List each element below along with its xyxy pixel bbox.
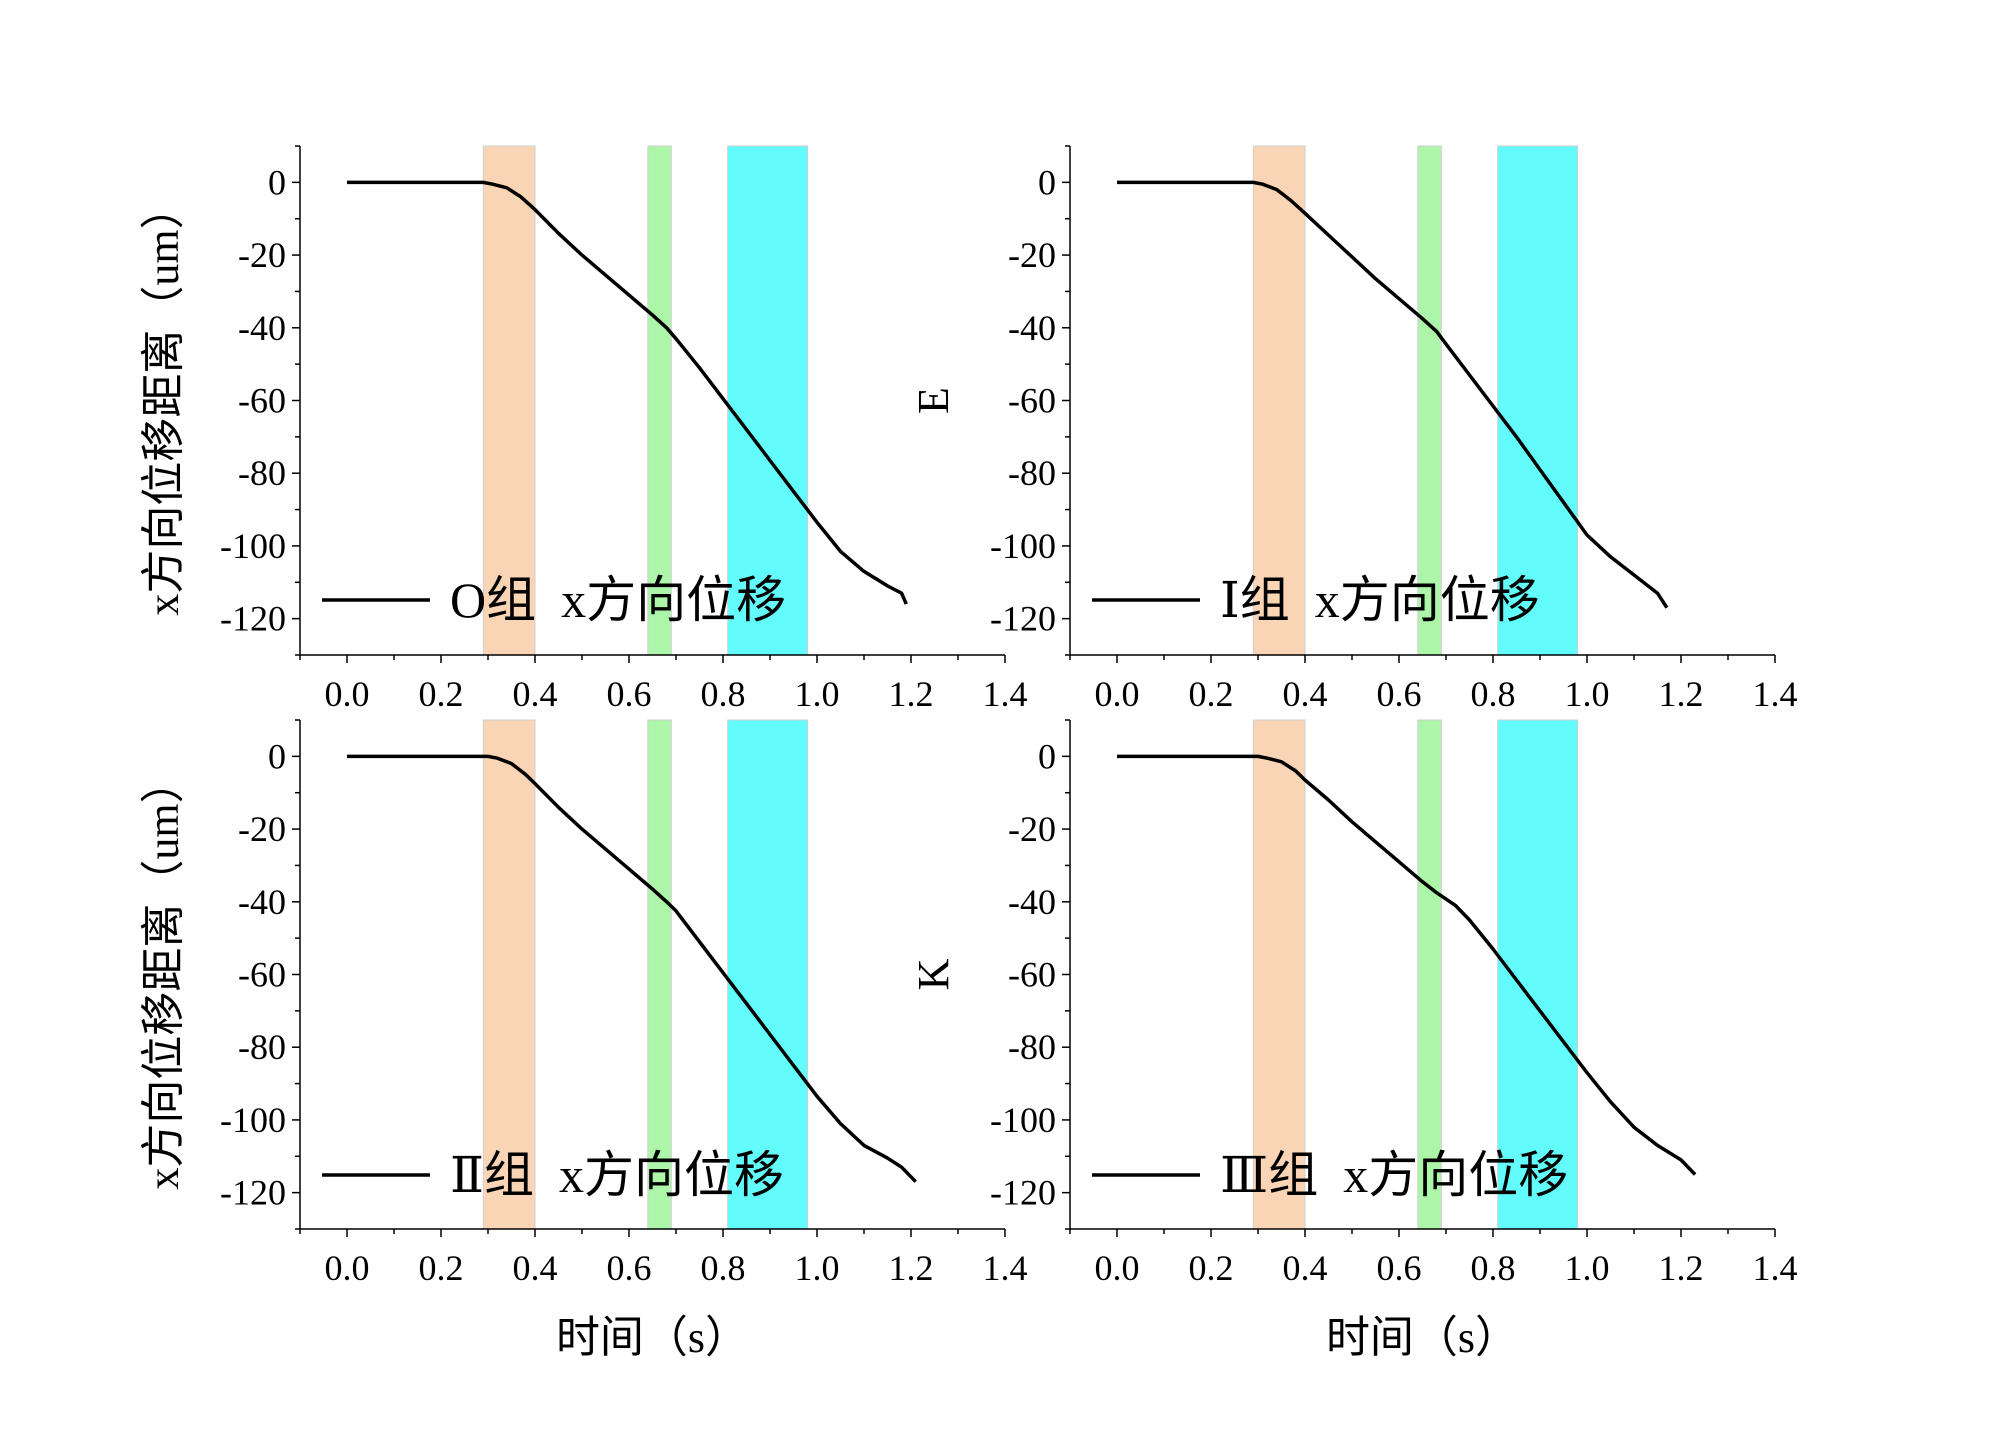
y-axis-title: K [909, 958, 958, 990]
series-line-1 [347, 754, 917, 1183]
x-tick-label: 1.0 [795, 1248, 840, 1288]
series-line-1 [1117, 754, 1697, 1176]
x-tick-label: 0.6 [607, 674, 652, 714]
y-tick-label: -40 [1008, 882, 1056, 922]
x-tick-label: 0.2 [419, 674, 464, 714]
x-tick-label: 0.0 [1095, 674, 1140, 714]
y-tick-label: -100 [220, 1100, 286, 1140]
x-tick-label: 0.2 [1189, 1248, 1234, 1288]
y-tick-label: -120 [990, 599, 1056, 639]
y-tick-label: -80 [238, 1027, 286, 1067]
x-tick-label: 1.2 [1659, 1248, 1704, 1288]
x-tick-label: 1.4 [1753, 674, 1798, 714]
shaded-band-1 [1252, 145, 1306, 656]
x-tick-label: 0.2 [419, 1248, 464, 1288]
x-tick-label: 0.8 [1471, 674, 1516, 714]
y-tick-label: 0 [268, 162, 286, 202]
y-axis-title: x方向位移距离（um） [139, 759, 188, 1189]
y-tick-label: -120 [220, 599, 286, 639]
chart-panel-4: 0.0 0.2 0.4 0.6 0.8 1.0 1.2 1.4 0 -20 -40 -60 -80 -10… [909, 719, 1798, 1362]
x-tick-label: 0.4 [1283, 674, 1328, 714]
x-tick-label: 1.4 [983, 1248, 1028, 1288]
x-axis-title: 时间（s） [556, 1313, 749, 1362]
y-tick-label: -100 [990, 1100, 1056, 1140]
y-tick-label: -20 [1008, 809, 1056, 849]
y-tick-label: -80 [1008, 453, 1056, 493]
x-tick-label: 1.0 [1565, 674, 1610, 714]
legend-label: O组 x方向位移 [450, 572, 786, 628]
y-tick-label: -20 [238, 809, 286, 849]
y-axis-title: E [909, 387, 958, 414]
y-tick-label: -100 [220, 526, 286, 566]
x-tick-label: 0.0 [1095, 1248, 1140, 1288]
series-line-1 [1117, 180, 1669, 609]
x-tick-label: 1.2 [889, 1248, 934, 1288]
x-tick-label: 0.6 [1377, 1248, 1422, 1288]
y-tick-label: -60 [238, 381, 286, 421]
x-axis-title: 时间（s） [1326, 1313, 1519, 1362]
x-tick-label: 1.0 [1565, 1248, 1610, 1288]
x-tick-label: 0.8 [1471, 1248, 1516, 1288]
chart-panel-1: 0.0 0.2 0.4 0.6 0.8 1.0 1.2 1.4 0 -20 -40 -60 -80 -10… [139, 145, 1028, 714]
y-tick-label: -60 [238, 955, 286, 995]
x-tick-label: 1.4 [983, 674, 1028, 714]
legend: Ⅱ组 x方向位移 [322, 1147, 784, 1203]
y-axis-title: x方向位移距离（um） [139, 185, 188, 615]
x-tick-label: 0.2 [1189, 674, 1234, 714]
x-tick-label: 0.8 [701, 674, 746, 714]
y-tick-label: 0 [1038, 162, 1056, 202]
y-tick-label: -40 [238, 308, 286, 348]
x-tick-label: 0.6 [1377, 674, 1422, 714]
x-tick-label: 0.0 [325, 674, 370, 714]
y-tick-label: 0 [1038, 736, 1056, 776]
shaded-band-3 [727, 145, 809, 656]
shaded-band-1 [482, 719, 536, 1230]
y-tick-label: -20 [1008, 235, 1056, 275]
legend: O组 x方向位移 [322, 572, 786, 628]
x-tick-label: 0.4 [513, 674, 558, 714]
y-tick-label: -80 [238, 453, 286, 493]
legend-label: Ⅱ组 x方向位移 [450, 1147, 784, 1203]
y-tick-label: -60 [1008, 955, 1056, 995]
x-tick-label: 0.8 [701, 1248, 746, 1288]
x-tick-label: 0.4 [1283, 1248, 1328, 1288]
legend: Ⅲ组 x方向位移 [1092, 1147, 1568, 1203]
x-tick-label: 1.2 [889, 674, 934, 714]
shaded-band-1 [482, 145, 536, 656]
x-tick-label: 0.6 [607, 1248, 652, 1288]
chart-panel-2: 0.0 0.2 0.4 0.6 0.8 1.0 1.2 1.4 0 -20 -40 -60 -80 -10… [909, 145, 1798, 714]
y-tick-label: 0 [268, 736, 286, 776]
series-line-1 [347, 180, 908, 605]
y-tick-label: -60 [1008, 381, 1056, 421]
y-tick-label: -20 [238, 235, 286, 275]
x-tick-label: 1.4 [1753, 1248, 1798, 1288]
y-tick-label: -40 [238, 882, 286, 922]
legend-label: Ⅰ组 x方向位移 [1220, 572, 1540, 628]
chart-panel-3: 0.0 0.2 0.4 0.6 0.8 1.0 1.2 1.4 0 -20 -40 -60 -80 -10… [139, 719, 1028, 1362]
y-tick-label: -100 [990, 526, 1056, 566]
x-tick-label: 0.0 [325, 1248, 370, 1288]
y-tick-label: -120 [990, 1173, 1056, 1213]
shaded-band-1 [1252, 719, 1306, 1230]
x-tick-label: 1.2 [1659, 674, 1704, 714]
y-tick-label: -120 [220, 1173, 286, 1213]
y-tick-label: -80 [1008, 1027, 1056, 1067]
x-tick-label: 1.0 [795, 674, 840, 714]
y-tick-label: -40 [1008, 308, 1056, 348]
x-tick-label: 0.4 [513, 1248, 558, 1288]
legend: Ⅰ组 x方向位移 [1092, 572, 1540, 628]
shaded-band-3 [1497, 145, 1579, 656]
legend-label: Ⅲ组 x方向位移 [1220, 1147, 1568, 1203]
